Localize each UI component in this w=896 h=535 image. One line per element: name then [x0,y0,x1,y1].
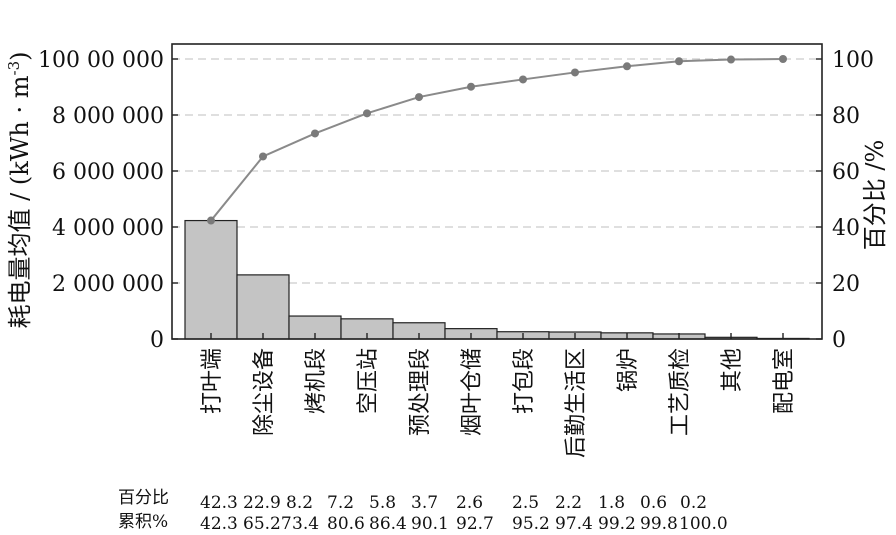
left-tick-label: 100 00 000 [38,48,164,73]
line-point [727,55,735,64]
table-row2-label: 累积% [118,512,168,532]
gridlines [172,58,822,284]
table-row2-value: 97.4 [555,514,593,534]
table-row1-value: 8.2 [286,493,313,513]
category-label: 打叶端 [200,348,225,414]
bar [184,219,238,340]
left-tick-label: 2 000 000 [52,272,164,297]
line-point [467,82,475,91]
right-tick-label: 60 [832,160,860,185]
table-row2-value: 3.4 [292,514,319,534]
right-axis-title: 百分比 /% [861,140,889,251]
line-point [311,129,319,138]
category-axis: 打叶端 除尘设备 烤机段 空压站 预处理段 烟叶仓储 打包段 后勤生活区 锅炉 工艺质检 其他 配电室 [200,333,797,458]
table-row1-value: 5.8 [369,493,396,513]
table-row2-value: 100.0 [679,514,728,534]
cumulative-line-group [207,55,787,225]
table-row1-value: 2.5 [512,493,539,513]
table-row2-value: 95.2 [512,514,550,534]
left-tick-label: 6 000 000 [52,160,164,185]
line-point [207,216,215,225]
category-label: 后勤生活区 [564,348,589,458]
table-row1-value: 1.8 [598,493,625,513]
table-row1-value: 22.9 [243,493,281,513]
table-row1-value: 2.6 [456,493,483,513]
left-axis-ticks: 0 2 000 000 4 000 000 6 000 000 8 000 000 100… [38,48,178,353]
bar [236,274,290,340]
category-label: 烟叶仓储 [460,348,485,436]
line-point [363,109,371,118]
category-label: 烤机段 [304,348,329,414]
left-axis-title: 耗电量均值 / (kWh · m-3) [5,51,34,328]
category-label: 工艺质检 [668,348,693,436]
table-row2-value: 65.27 [243,514,292,534]
right-tick-label: 100 [832,48,874,73]
category-label: 除尘设备 [252,348,277,436]
category-label: 其他 [720,348,745,392]
line-point [779,55,787,63]
table-row2-value: 80.6 [327,514,365,534]
category-label: 空压站 [356,348,381,414]
cumulative-line [210,58,784,222]
line-point [415,93,423,102]
line-point [623,62,631,71]
left-tick-label: 8 000 000 [52,104,164,129]
table-row1-value: 3.7 [411,493,438,513]
table-row2-value: 90.1 [411,514,449,534]
left-tick-label: 4 000 000 [52,216,164,241]
table-row2-value: 42.3 [200,514,238,534]
table-row1-value: 2.2 [555,493,582,513]
table-row1-value: 7.2 [327,493,354,513]
left-axis-title-superscript: -3 [5,61,23,76]
category-label: 打包段 [512,348,537,414]
table-row2-value: 92.7 [456,514,494,534]
table-row1-value: 0.6 [640,493,667,513]
right-tick-label: 40 [832,216,860,241]
table-row2-value: 99.2 [598,514,636,534]
right-axis-ticks: 0 20 40 60 80 100 [816,48,874,353]
right-tick-label: 0 [832,328,846,353]
table-row1-value: 0.2 [680,493,707,513]
table-row2-value: 86.4 [369,514,407,534]
left-tick-label: 0 [150,328,164,353]
left-axis-title-close: ) [6,51,34,60]
plot-frame [171,43,823,340]
right-tick-label: 20 [832,272,860,297]
category-label: 预处理段 [408,348,433,436]
category-label: 锅炉 [616,348,641,392]
table-row2-value: 99.8 [640,514,678,534]
table-row1-label: 百分比 [118,488,169,508]
table-row1-value: 42.3 [200,493,238,513]
left-axis-title-main: 耗电量均值 / (kWh · m [6,75,34,328]
line-point [571,68,579,77]
category-label: 配电室 [772,348,797,414]
bars-group [184,219,810,340]
line-point [259,152,267,161]
line-point [519,75,527,84]
line-point [675,57,683,66]
right-tick-label: 80 [832,104,860,129]
